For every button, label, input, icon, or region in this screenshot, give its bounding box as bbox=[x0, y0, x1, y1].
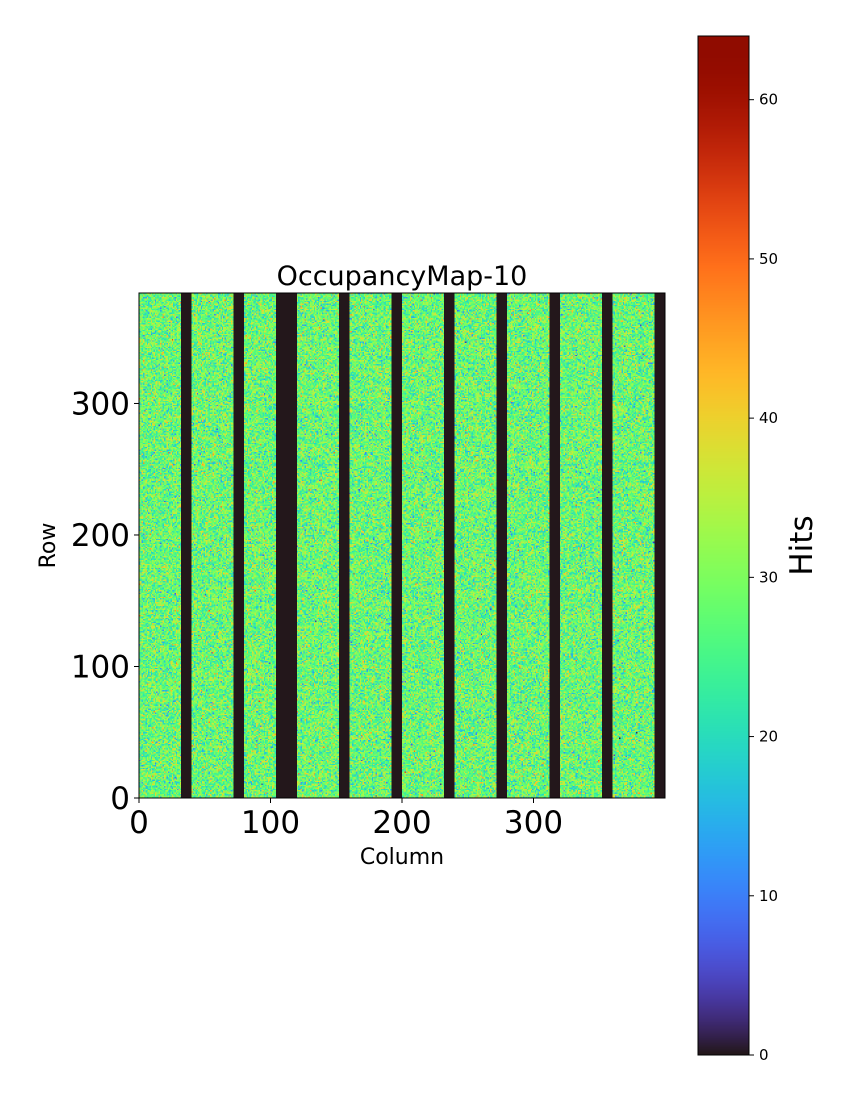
colorbar-label: Hits bbox=[784, 515, 820, 575]
colorbar-frame bbox=[697, 35, 750, 1056]
y-tick-label: 300 bbox=[71, 386, 130, 422]
colorbar-ticks: 0 10 20 30 40 50 60 bbox=[749, 91, 778, 1064]
y-tick-label: 0 bbox=[110, 781, 130, 817]
colorbar-tick-label: 50 bbox=[759, 250, 778, 268]
chart-title: OccupancyMap-10 bbox=[277, 261, 528, 292]
y-axis: 0 100 200 300 bbox=[71, 386, 139, 817]
y-tick-label: 100 bbox=[71, 649, 130, 685]
x-tick-label: 300 bbox=[504, 805, 563, 841]
x-tick-label: 100 bbox=[241, 805, 300, 841]
colorbar: 0 10 20 30 40 50 60 Hits bbox=[697, 35, 820, 1064]
y-axis-label: Row bbox=[36, 523, 61, 569]
colorbar-tick-label: 10 bbox=[759, 887, 778, 905]
y-tick-label: 200 bbox=[71, 518, 130, 554]
colorbar-tick-label: 60 bbox=[759, 91, 778, 109]
colorbar-tick-label: 20 bbox=[759, 728, 778, 746]
x-tick-label: 0 bbox=[129, 805, 149, 841]
heatmap-image bbox=[139, 293, 665, 798]
colorbar-tick-label: 40 bbox=[759, 409, 778, 427]
colorbar-gradient bbox=[698, 36, 749, 1055]
x-tick-label: 200 bbox=[372, 805, 431, 841]
colorbar-tick-label: 0 bbox=[759, 1046, 769, 1064]
x-axis-label: Column bbox=[360, 845, 444, 870]
colorbar-tick-label: 30 bbox=[759, 568, 778, 586]
x-axis: 0 100 200 300 bbox=[129, 798, 563, 841]
heatmap-area bbox=[139, 293, 665, 798]
